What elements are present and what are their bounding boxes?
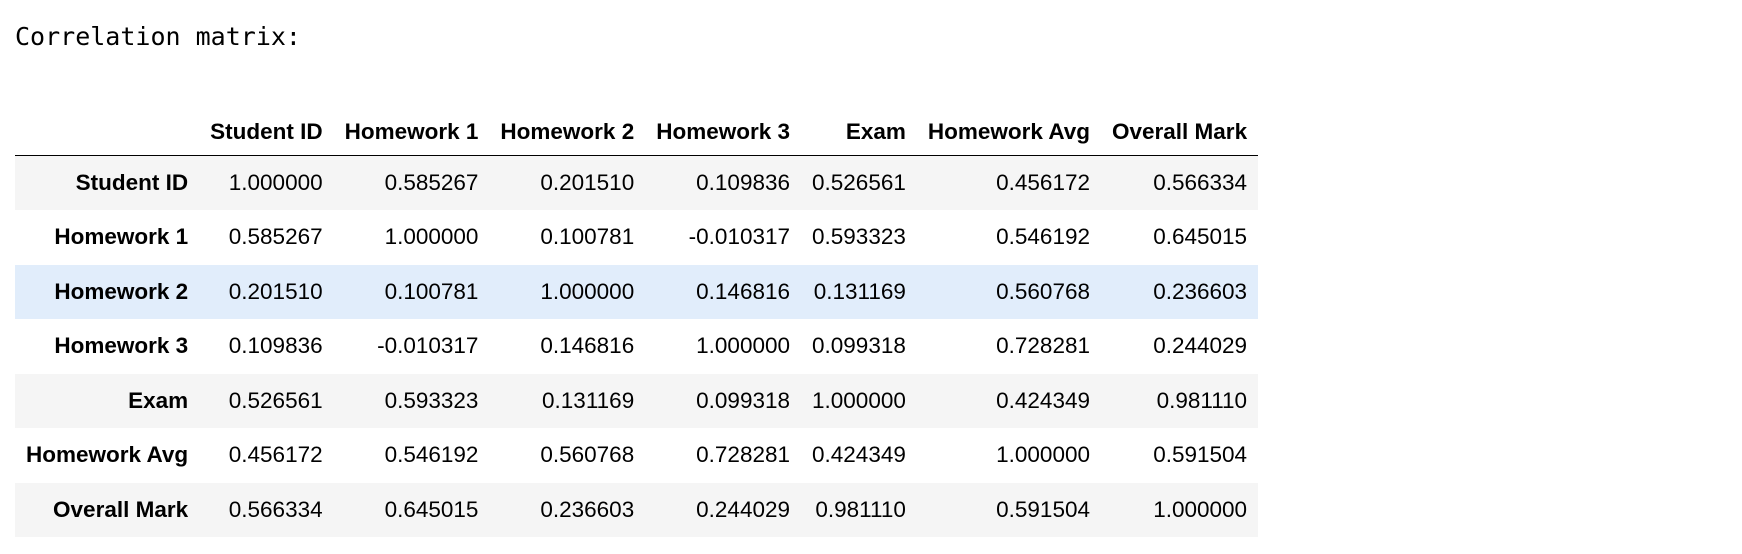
- table-cell: 0.591504: [996, 496, 1090, 522]
- table-cell: 0.728281: [696, 442, 791, 468]
- row-label: Overall Mark: [53, 496, 189, 522]
- table-cell: 0.645015: [384, 496, 479, 522]
- table-cell: 0.146816: [696, 278, 791, 304]
- index-header-cell: [15, 107, 200, 156]
- column-header-overall-mark: Overall Mark: [1101, 107, 1259, 156]
- table-cell: 0.201510: [540, 170, 635, 195]
- table-row: Overall Mark 0.566334 0.645015 0.236603 …: [15, 482, 1259, 537]
- row-label: Homework 2: [54, 278, 189, 304]
- table-cell: 1.000000: [996, 442, 1090, 468]
- table-cell: 0.585267: [228, 224, 323, 250]
- row-label: Homework 3: [54, 333, 189, 359]
- table-cell: 0.585267: [384, 170, 479, 195]
- table-cell: 0.593323: [812, 224, 906, 250]
- table-cell: 0.566334: [1153, 170, 1248, 195]
- table-row: Student ID 1.000000 0.585267 0.201510 0.…: [15, 155, 1259, 210]
- table-cell: 0.424349: [812, 442, 906, 468]
- table-cell: -0.010317: [688, 224, 791, 250]
- table-cell: 1.000000: [540, 278, 635, 304]
- table-cell: 0.244029: [1153, 333, 1248, 359]
- table-cell: 0.526561: [812, 170, 906, 195]
- table-row: Exam 0.526561 0.593323 0.131169 0.099318…: [15, 373, 1259, 428]
- table-cell: 0.560768: [540, 442, 635, 468]
- table-cell: 0.424349: [996, 387, 1090, 413]
- table-cell: 0.728281: [996, 333, 1090, 359]
- table-row: Homework 1 0.585267 1.000000 0.100781 -0…: [15, 210, 1259, 265]
- table-cell: -0.010317: [377, 333, 479, 359]
- table-cell: 1.000000: [384, 224, 479, 250]
- table-row: Homework 3 0.109836 -0.010317 0.146816 1…: [15, 319, 1259, 374]
- table-cell: 0.236603: [540, 496, 635, 522]
- output-heading: Correlation matrix:: [15, 22, 301, 51]
- table-cell: 0.546192: [996, 224, 1090, 250]
- column-header-student-id: Student ID: [199, 107, 334, 156]
- table-cell: 0.244029: [696, 496, 791, 522]
- column-header-homework-2: Homework 2: [489, 107, 646, 156]
- table-header: Student ID Homework 1 Homework 2 Homewor…: [15, 107, 1259, 156]
- table-cell: 0.099318: [812, 333, 906, 359]
- table-cell: 0.100781: [540, 224, 635, 250]
- table-row: Homework 2 0.201510 0.100781 1.000000 0.…: [15, 264, 1259, 319]
- table-cell: 0.201510: [228, 278, 323, 304]
- table-cell: 0.100781: [384, 278, 479, 304]
- row-label: Homework 1: [54, 224, 189, 250]
- row-label: Exam: [128, 387, 189, 413]
- column-header-homework-1: Homework 1: [333, 107, 490, 156]
- table-cell: 0.981110: [815, 496, 906, 522]
- table-cell: 0.591504: [1153, 442, 1248, 468]
- table-cell: 0.131169: [542, 387, 635, 413]
- table-cell: 0.131169: [813, 278, 906, 304]
- table-row: Homework Avg 0.456172 0.546192 0.560768 …: [15, 428, 1259, 483]
- table-cell: 0.546192: [384, 442, 479, 468]
- row-label: Homework Avg: [26, 442, 189, 468]
- table-cell: 0.645015: [1153, 224, 1248, 250]
- correlation-matrix-table: Student ID Homework 1 Homework 2 Homewor…: [15, 107, 1259, 537]
- column-header-homework-avg: Homework Avg: [916, 107, 1101, 156]
- table-cell: 0.566334: [228, 496, 323, 522]
- header-row: Student ID Homework 1 Homework 2 Homewor…: [15, 107, 1259, 156]
- table-cell: 1.000000: [228, 170, 323, 195]
- table-cell: 0.146816: [540, 333, 635, 359]
- table-cell: 0.099318: [696, 387, 791, 413]
- table-cell: 0.456172: [228, 442, 323, 468]
- table-cell: 0.109836: [696, 170, 791, 195]
- column-header-exam: Exam: [801, 107, 917, 156]
- table-cell: 0.526561: [228, 387, 323, 413]
- table-cell: 1.000000: [696, 333, 791, 359]
- table-cell: 0.109836: [228, 333, 323, 359]
- table-cell: 0.456172: [996, 170, 1090, 195]
- table-cell: 1.000000: [812, 387, 906, 413]
- table-cell: 0.236603: [1153, 278, 1248, 304]
- table-cell: 0.593323: [384, 387, 479, 413]
- table-cell: 0.981110: [1156, 387, 1248, 413]
- row-label: Student ID: [75, 170, 189, 195]
- column-header-homework-3: Homework 3: [645, 107, 802, 156]
- table-cell: 0.560768: [996, 278, 1090, 304]
- table-cell: 1.000000: [1153, 496, 1248, 522]
- table-body: Student ID 1.000000 0.585267 0.201510 0.…: [15, 155, 1259, 537]
